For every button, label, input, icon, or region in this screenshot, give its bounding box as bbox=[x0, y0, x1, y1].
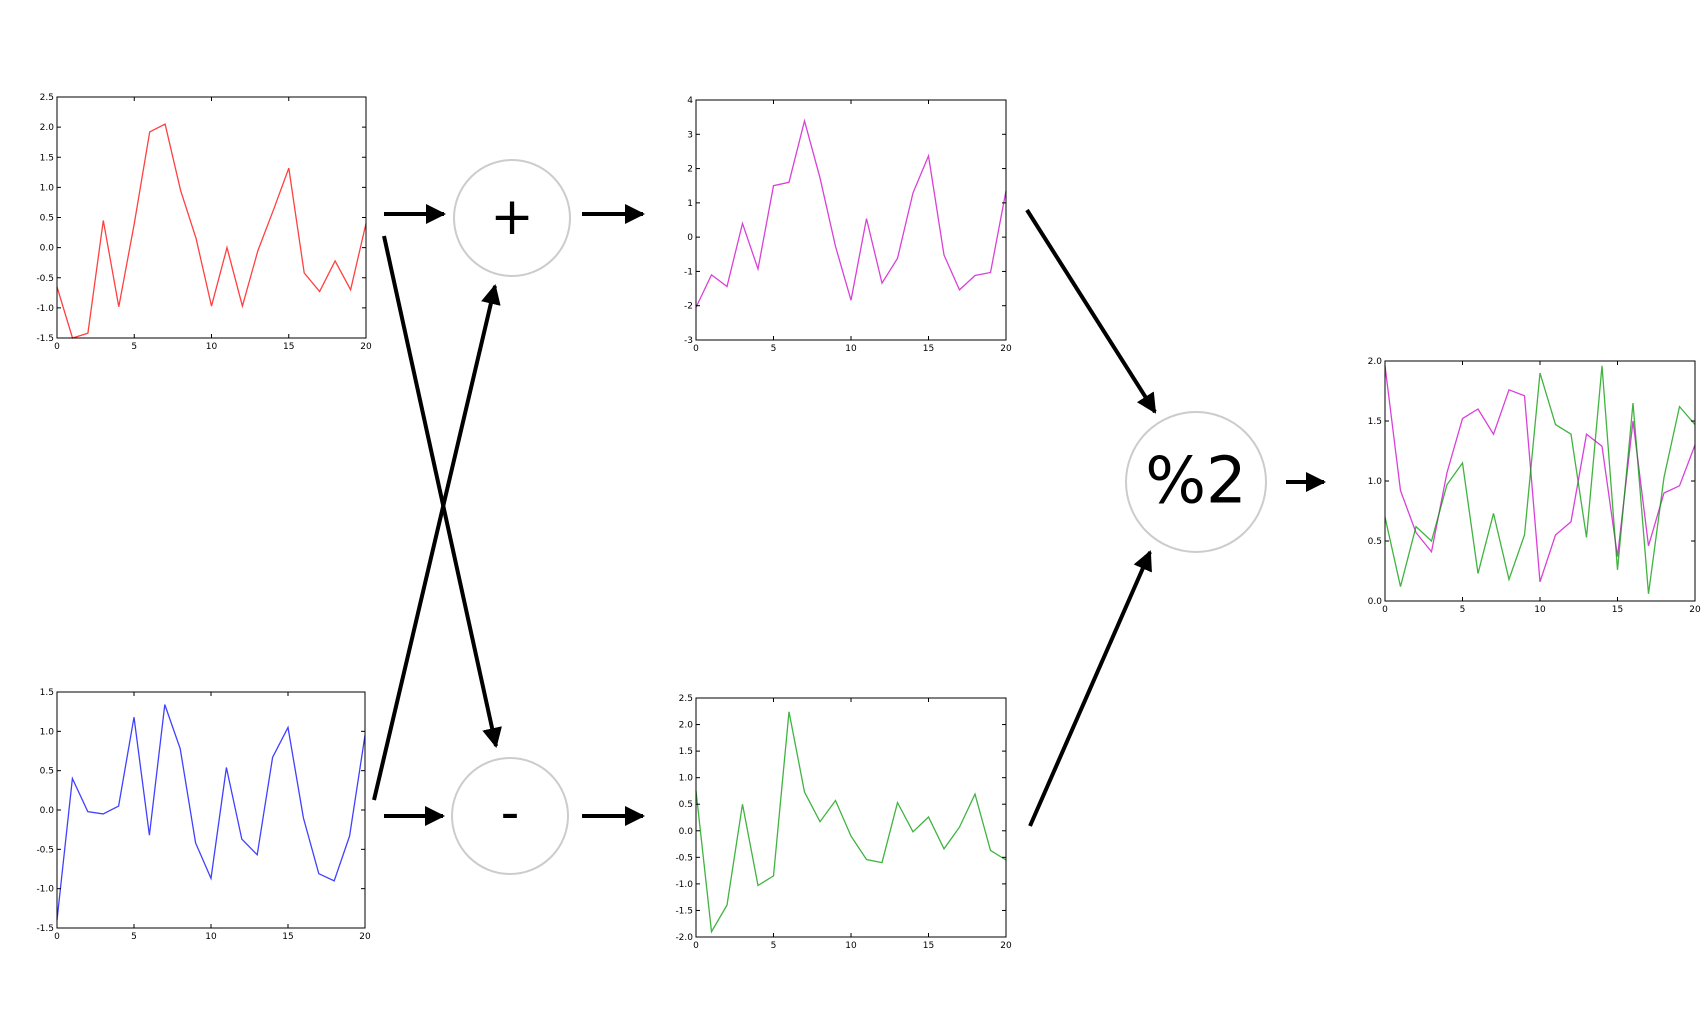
y-tick-label: 0.0 bbox=[40, 244, 55, 254]
y-tick-label: 1.5 bbox=[40, 688, 54, 698]
plot-frame bbox=[695, 697, 1007, 938]
x-tick-label: 5 bbox=[1460, 605, 1466, 615]
x-tick-label: 15 bbox=[282, 932, 293, 942]
y-tick-label: 2.5 bbox=[40, 93, 54, 103]
add-node: + bbox=[453, 159, 571, 277]
series-line-1 bbox=[695, 711, 1007, 934]
x-tick-label: 20 bbox=[1689, 605, 1701, 615]
chart-input-a: 0 5 10 15 20 -1.5 -1.0 -0.5 0.0 0.5 1.0 1.5 2.0 2.5 bbox=[36, 93, 372, 352]
add-node-circle bbox=[453, 159, 571, 277]
x-tick-label: 5 bbox=[771, 344, 777, 354]
y-tick-label: 2 bbox=[687, 165, 693, 175]
x-tick-label: 10 bbox=[1534, 605, 1546, 615]
x-tick-label: 5 bbox=[131, 342, 137, 352]
y-tick-label: 1.5 bbox=[40, 153, 54, 163]
y-tick-label: 2.0 bbox=[1368, 357, 1383, 367]
y-tick-label: 0.5 bbox=[1368, 537, 1382, 547]
arrow-a-to-subtract bbox=[382, 235, 502, 748]
y-tick-label: -1.5 bbox=[675, 906, 693, 916]
x-tick-label: 10 bbox=[205, 932, 217, 942]
chart-input-b: 0 5 10 15 20 -1.5 -1.0 -0.5 0.0 0.5 1.0 1.5 bbox=[36, 688, 371, 942]
arrow-sum-to-modulo bbox=[1025, 208, 1157, 414]
x-tick-label: 15 bbox=[923, 344, 934, 354]
series-line-1 bbox=[1384, 365, 1696, 583]
y-tick-label: 2.0 bbox=[40, 123, 55, 133]
modulo-operator-label: %2 bbox=[1145, 445, 1247, 519]
y-tick-label: 0.0 bbox=[679, 827, 694, 837]
subtract-node-circle bbox=[451, 757, 569, 875]
y-tick-label: -1.5 bbox=[36, 924, 54, 934]
arrow-b-to-add bbox=[372, 284, 501, 801]
x-tick-label: 20 bbox=[359, 932, 371, 942]
y-tick-label: 0.5 bbox=[40, 767, 54, 777]
subtract-operator-label: - bbox=[501, 783, 520, 843]
arrow-difference-to-modulo bbox=[1028, 550, 1152, 827]
chart-modulo-result: 0 5 10 15 20 0.0 0.5 1.0 1.5 2.0 bbox=[1368, 357, 1701, 615]
y-tick-label: -1.0 bbox=[36, 885, 54, 895]
y-tick-label: 4 bbox=[687, 96, 693, 106]
plot-frame bbox=[1384, 360, 1696, 602]
y-tick-label: 2.5 bbox=[679, 694, 693, 704]
x-tick-label: 10 bbox=[845, 344, 857, 354]
y-tick-label: 1.5 bbox=[1368, 417, 1382, 427]
y-tick-label: 1.0 bbox=[40, 183, 55, 193]
x-tick-label: 0 bbox=[693, 941, 699, 951]
y-tick-label: -1.0 bbox=[675, 880, 693, 890]
y-tick-label: 0 bbox=[687, 233, 693, 243]
modulo-node: %2 bbox=[1125, 411, 1267, 553]
x-tick-label: 20 bbox=[1000, 941, 1012, 951]
y-tick-label: 0.0 bbox=[1368, 597, 1383, 607]
y-tick-label: -1.0 bbox=[36, 304, 54, 314]
x-tick-label: 0 bbox=[54, 342, 60, 352]
modulo-node-circle bbox=[1125, 411, 1267, 553]
chart-difference: 0 5 10 15 20 -2.0 -1.5 -1.0 -0.5 0.0 0.5 1.0 1.5 2.0 2… bbox=[675, 694, 1012, 951]
x-tick-label: 20 bbox=[360, 342, 372, 352]
x-tick-label: 5 bbox=[131, 932, 137, 942]
plot-frame bbox=[56, 96, 367, 339]
x-tick-label: 15 bbox=[283, 342, 294, 352]
plot-frame bbox=[695, 99, 1007, 341]
arrows bbox=[372, 204, 1326, 827]
y-tick-label: 3 bbox=[687, 130, 693, 140]
y-tick-label: -0.5 bbox=[36, 845, 54, 855]
y-tick-label: 0.5 bbox=[679, 800, 693, 810]
series-line-1 bbox=[56, 123, 367, 339]
chart-sum: 0 5 10 15 20 -3 -2 -1 0 1 2 3 4 bbox=[684, 96, 1012, 354]
y-tick-label: 1.0 bbox=[679, 774, 694, 784]
y-tick-label: 0.5 bbox=[40, 214, 54, 224]
x-tick-label: 0 bbox=[54, 932, 60, 942]
plot-frame bbox=[56, 691, 366, 929]
x-tick-label: 20 bbox=[1000, 344, 1012, 354]
x-tick-label: 10 bbox=[845, 941, 857, 951]
y-tick-label: 2.0 bbox=[679, 721, 694, 731]
add-operator-label: + bbox=[490, 187, 534, 247]
y-tick-label: -3 bbox=[684, 336, 693, 346]
y-tick-label: -1 bbox=[684, 267, 693, 277]
x-tick-label: 5 bbox=[771, 941, 777, 951]
y-tick-label: 1.0 bbox=[40, 727, 55, 737]
x-tick-label: 15 bbox=[923, 941, 934, 951]
x-tick-label: 10 bbox=[206, 342, 218, 352]
y-tick-label: 1 bbox=[687, 199, 693, 209]
series-line-1 bbox=[56, 704, 366, 921]
subtract-node: - bbox=[451, 757, 569, 875]
y-tick-label: 1.5 bbox=[679, 747, 693, 757]
y-tick-label: -2 bbox=[684, 302, 693, 312]
x-tick-label: 0 bbox=[693, 344, 699, 354]
y-tick-label: -1.5 bbox=[36, 334, 54, 344]
y-tick-label: -0.5 bbox=[36, 274, 54, 284]
y-tick-label: 0.0 bbox=[40, 806, 55, 816]
y-tick-label: -2.0 bbox=[675, 933, 693, 943]
x-tick-label: 0 bbox=[1382, 605, 1388, 615]
series-line-1 bbox=[695, 118, 1007, 308]
y-tick-label: 1.0 bbox=[1368, 477, 1383, 487]
y-tick-label: -0.5 bbox=[675, 853, 693, 863]
series-line-2 bbox=[1384, 365, 1696, 594]
x-tick-label: 15 bbox=[1612, 605, 1623, 615]
